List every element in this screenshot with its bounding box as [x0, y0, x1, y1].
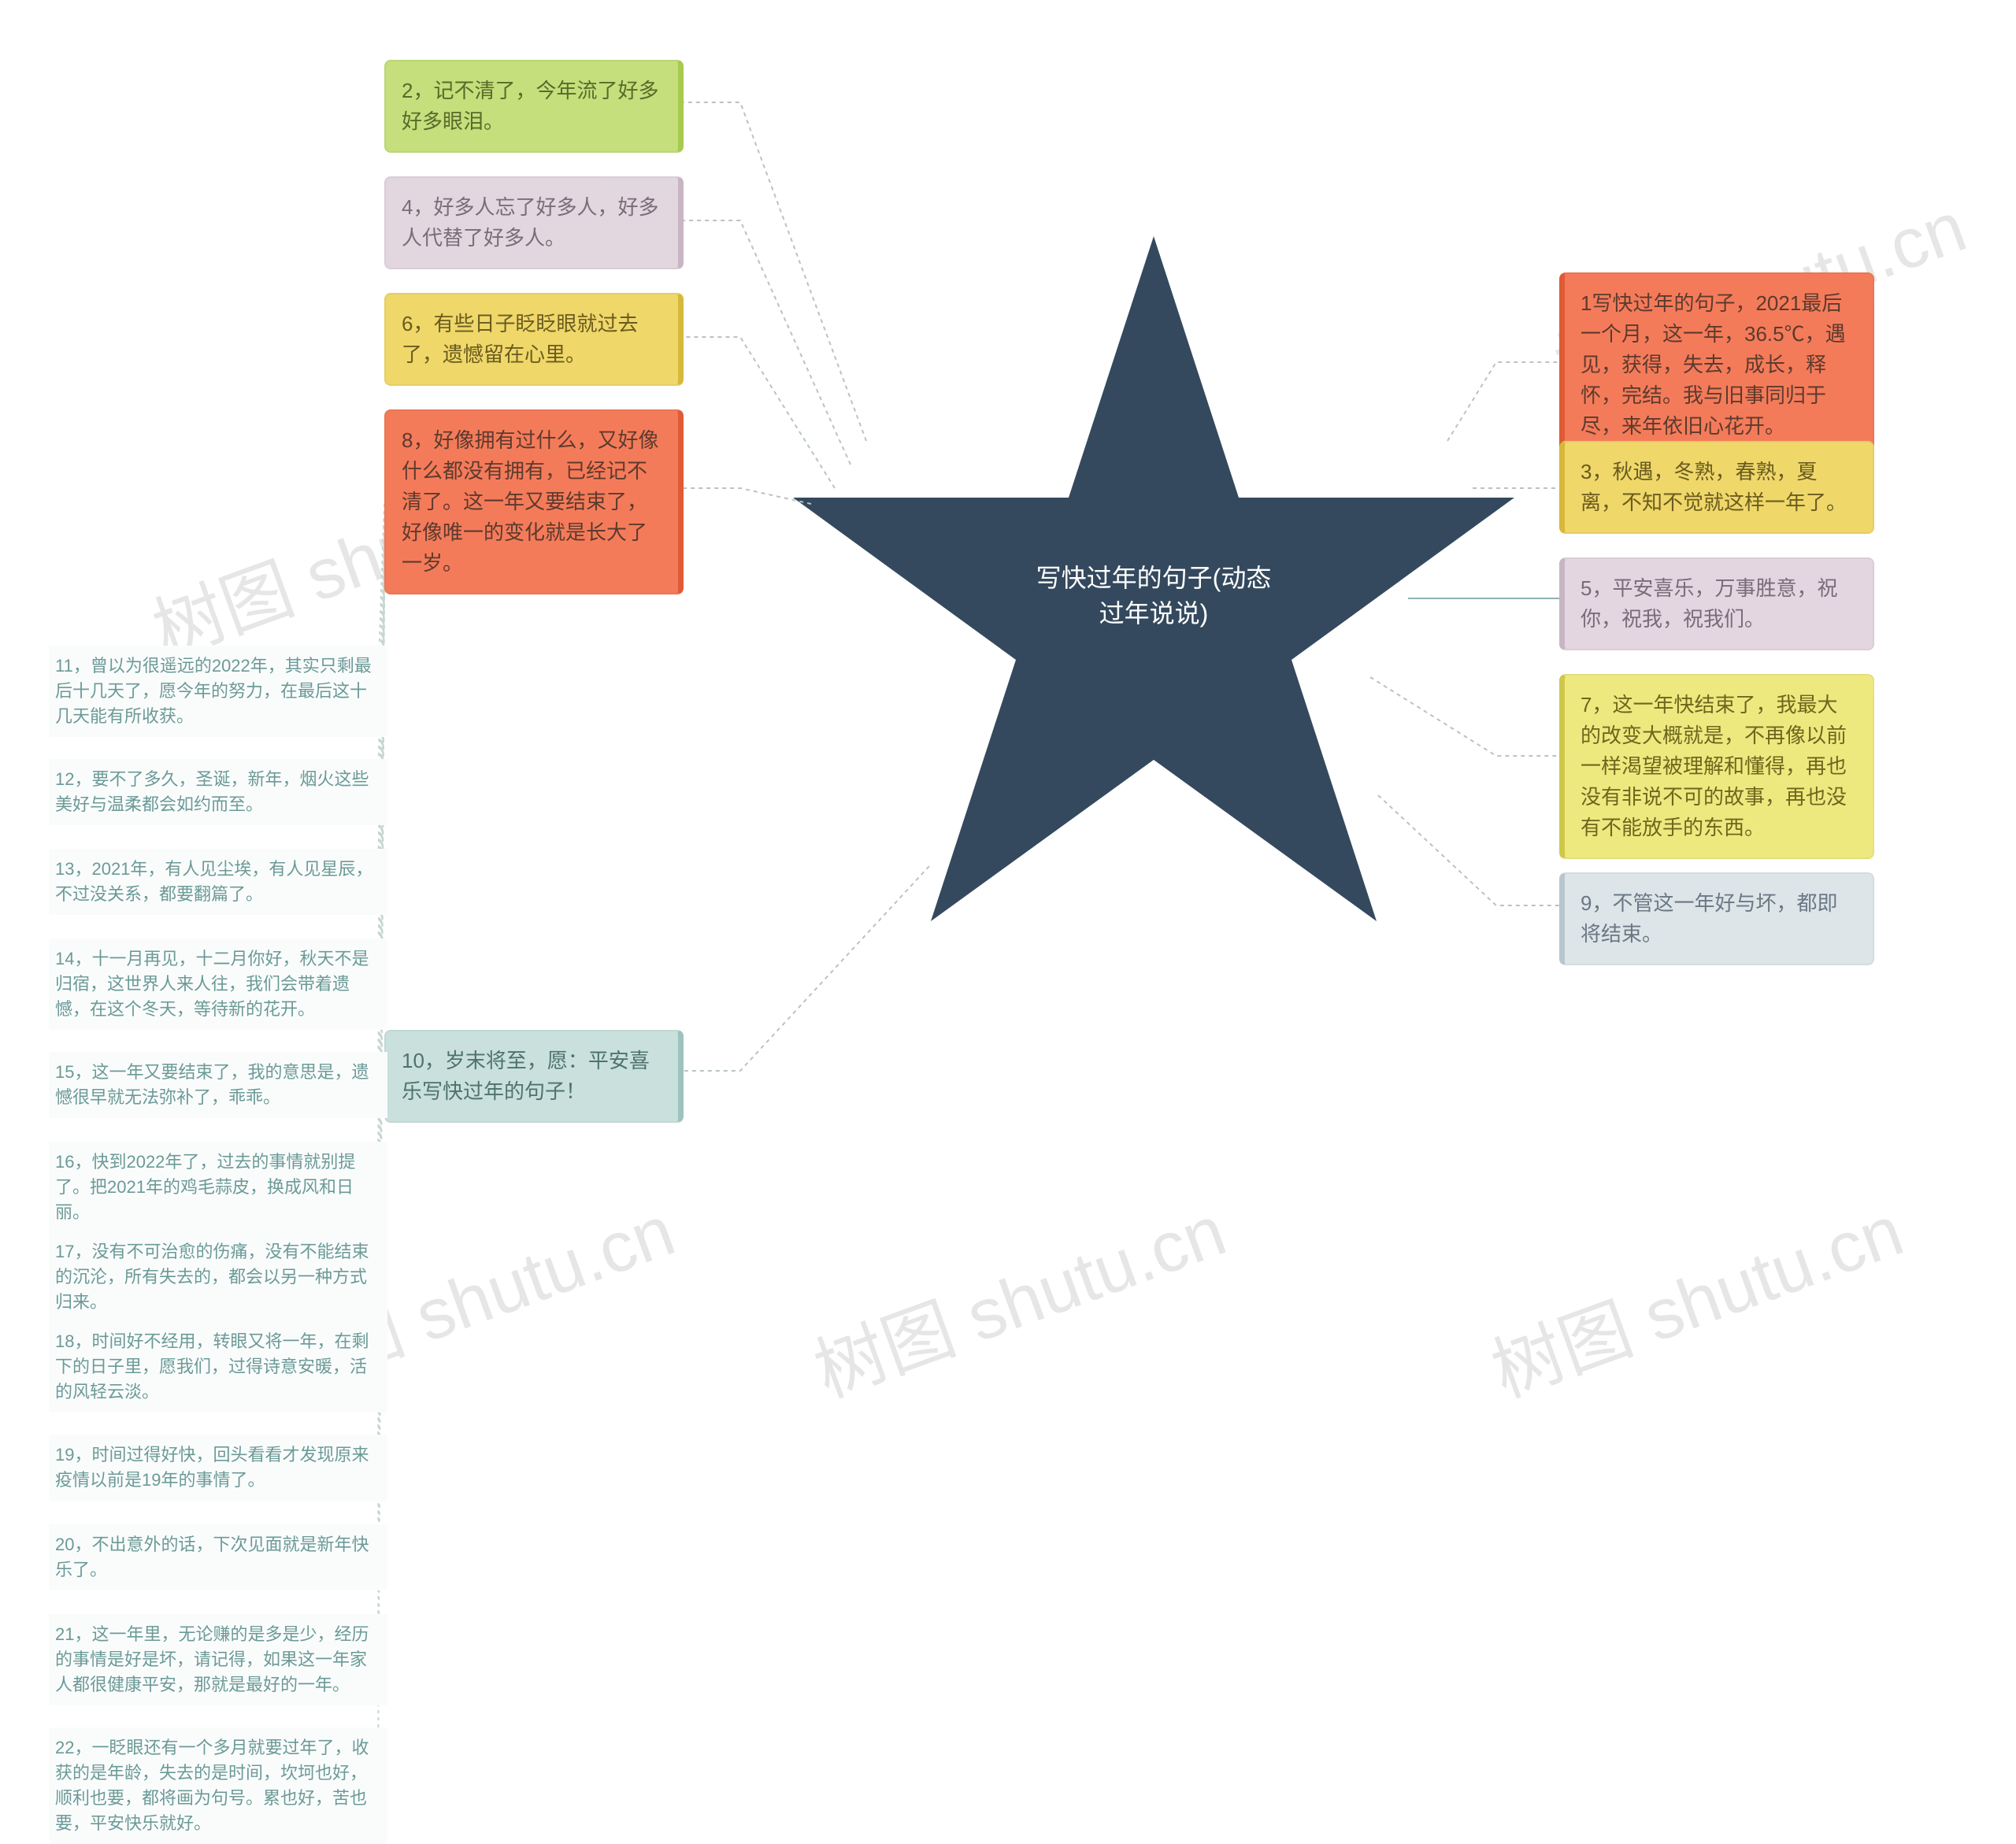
leaf-node-18[interactable]: 18，时间好不经用，转眼又将一年，在剩下的日子里，愿我们，过得诗意安暖，活的风轻…: [49, 1321, 387, 1413]
leaf-node-16[interactable]: 16，快到2022年了，过去的事情就别提了。把2021年的鸡毛蒜皮，换成风和日丽…: [49, 1142, 387, 1233]
leaf-node-13[interactable]: 13，2021年，有人见尘埃，有人见星辰，不过没关系，都要翻篇了。: [49, 849, 387, 915]
branch-node-5[interactable]: 5，平安喜乐，万事胜意，祝你，祝我，祝我们。: [1559, 557, 1874, 650]
watermark: 树图 shutu.cn: [799, 1174, 1237, 1417]
branch-node-9[interactable]: 9，不管这一年好与坏，都即将结束。: [1559, 872, 1874, 965]
branch-node-1[interactable]: 1写快过年的句子，2021最后一个月，这一年，36.5℃，遇见，获得，失去，成长…: [1559, 272, 1874, 457]
leaf-node-20[interactable]: 20，不出意外的话，下次见面就是新年快乐了。: [49, 1524, 387, 1590]
branch-node-4[interactable]: 4，好多人忘了好多人，好多人代替了好多人。: [384, 176, 684, 269]
watermark: 树图 shutu.cn: [1476, 1174, 1914, 1417]
leaf-node-21[interactable]: 21，这一年里，无论赚的是多是少，经历的事情是好是坏，请记得，如果这一年家人都很…: [49, 1614, 387, 1705]
center-star-label: 写快过年的句子(动态过年说说): [1032, 561, 1276, 631]
leaf-node-15[interactable]: 15，这一年又要结束了，我的意思是，遗憾很早就无法弥补了，乖乖。: [49, 1052, 387, 1118]
leaf-node-17[interactable]: 17，没有不可治愈的伤痛，没有不能结束的沉沦，所有失去的，都会以另一种方式归来。: [49, 1231, 387, 1323]
diagram-canvas: 树图 shutu.cn 树图 shutu.cn 树图 shutu.cn 树图 s…: [0, 0, 2016, 1769]
branch-node-8[interactable]: 8，好像拥有过什么，又好像什么都没有拥有，已经记不清了。这一年又要结束了，好像唯…: [384, 409, 684, 594]
branch-node-6[interactable]: 6，有些日子眨眨眼就过去了，遗憾留在心里。: [384, 293, 684, 386]
branch-node-3[interactable]: 3，秋遇，冬熟，春熟，夏离，不知不觉就这样一年了。: [1559, 441, 1874, 534]
branch-node-2[interactable]: 2，记不清了，今年流了好多好多眼泪。: [384, 60, 684, 153]
leaf-node-22[interactable]: 22，一眨眼还有一个多月就要过年了，收获的是年龄，失去的是时间，坎坷也好，顺利也…: [49, 1727, 387, 1844]
branch-node-10[interactable]: 10，岁末将至，愿：平安喜乐写快过年的句子！: [384, 1030, 684, 1123]
leaf-node-19[interactable]: 19，时间过得好快，回头看看才发现原来疫情以前是19年的事情了。: [49, 1435, 387, 1501]
branch-node-7[interactable]: 7，这一年快结束了，我最大的改变大概就是，不再像以前一样渴望被理解和懂得，再也没…: [1559, 674, 1874, 859]
leaf-node-14[interactable]: 14，十一月再见，十二月你好，秋天不是归宿，这世界人来人往，我们会带着遗憾，在这…: [49, 939, 387, 1030]
leaf-node-12[interactable]: 12，要不了多久，圣诞，新年，烟火这些美好与温柔都会如约而至。: [49, 759, 387, 825]
leaf-node-11[interactable]: 11，曾以为很遥远的2022年，其实只剩最后十几天了，愿今年的努力，在最后这十几…: [49, 646, 387, 737]
